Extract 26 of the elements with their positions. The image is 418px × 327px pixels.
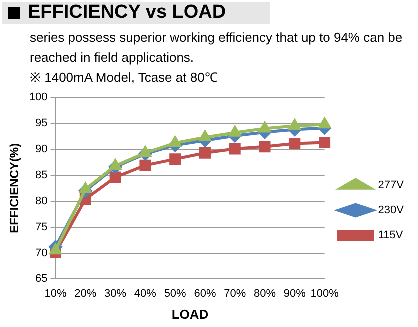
legend-label: 230V	[378, 204, 405, 217]
chart-subtitle: series possess superior working efficiency that up to 94% can be reached in field applications.	[30, 29, 404, 67]
y-tick-label: 80	[36, 195, 48, 208]
x-tick-label: 70%	[224, 288, 246, 300]
x-tick-label: 20%	[74, 288, 97, 300]
y-tick-label: 70	[36, 247, 48, 260]
y-tick-label: 65	[36, 273, 48, 286]
y-tick-label: 100	[29, 92, 48, 104]
text: ※ 1400mA Model, Tcase at 80℃	[30, 69, 218, 86]
x-axis-title: LOAD	[172, 306, 209, 322]
x-tick-label: 10%	[44, 288, 67, 300]
x-tick-label: 40%	[134, 288, 157, 300]
legend-label: 277V	[378, 180, 405, 192]
y-tick-label: 85	[36, 169, 48, 182]
x-tick-label: 50%	[164, 288, 187, 300]
y-tick-label: 75	[36, 221, 48, 234]
y-tick-label: 90	[36, 144, 48, 156]
chart-title: EFFICIENCY vs LOAD	[28, 2, 226, 24]
x-tick-label: 60%	[194, 288, 216, 300]
y-axis-title: EFFICIENCY(%)	[8, 143, 22, 234]
x-tick-label: 30%	[104, 288, 127, 300]
x-tick-label: 100%	[310, 288, 340, 300]
x-tick-label: 80%	[254, 288, 276, 300]
y-tick-label: 95	[36, 118, 48, 130]
x-tick-label: 90%	[284, 288, 306, 300]
legend-label: 115V	[378, 230, 404, 242]
